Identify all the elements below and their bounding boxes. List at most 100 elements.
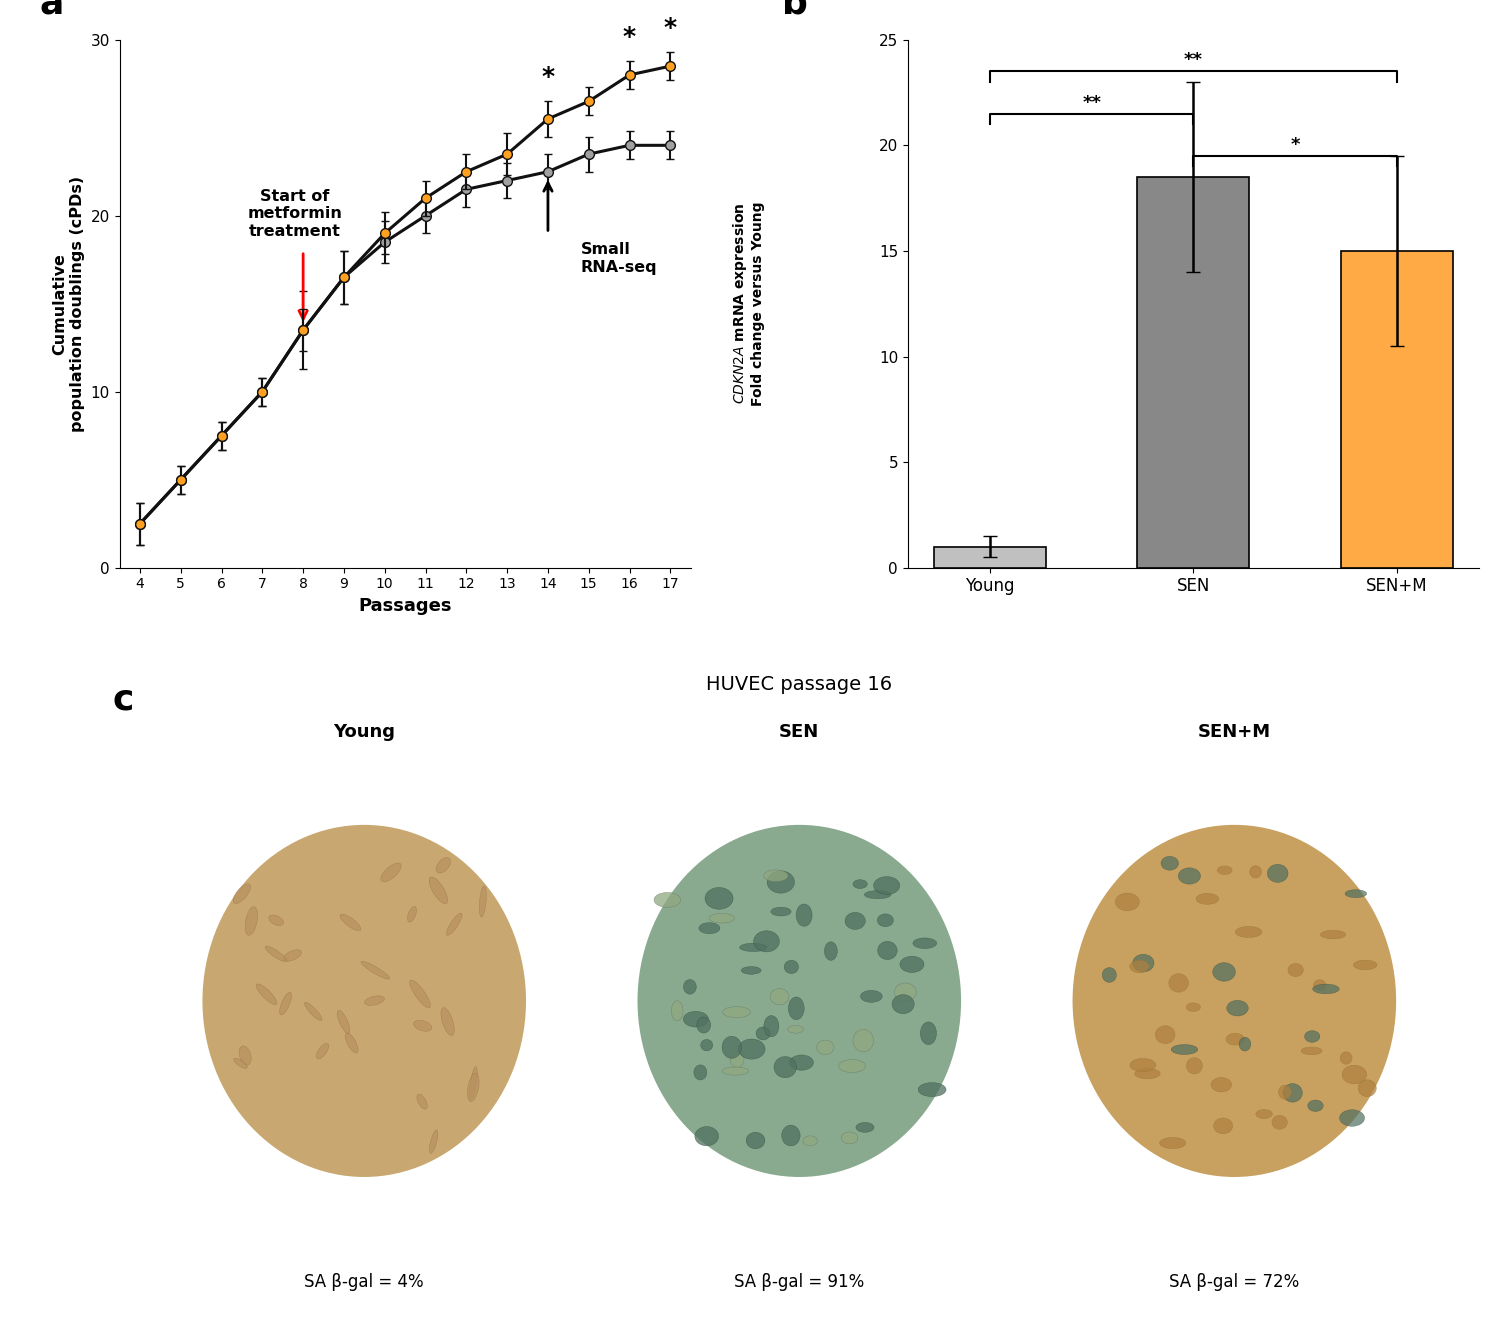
- Ellipse shape: [763, 870, 787, 882]
- Ellipse shape: [414, 1021, 432, 1031]
- Ellipse shape: [1129, 1058, 1156, 1071]
- Ellipse shape: [1342, 1066, 1367, 1084]
- Text: Small
RNA-seq: Small RNA-seq: [581, 242, 657, 274]
- Ellipse shape: [264, 947, 287, 961]
- Ellipse shape: [671, 1001, 683, 1021]
- Ellipse shape: [1271, 1115, 1288, 1129]
- Ellipse shape: [1301, 1047, 1322, 1055]
- Ellipse shape: [695, 1127, 719, 1145]
- Ellipse shape: [683, 1012, 708, 1027]
- Ellipse shape: [1186, 1058, 1203, 1074]
- Ellipse shape: [769, 989, 789, 1005]
- Ellipse shape: [338, 1010, 350, 1034]
- Text: *: *: [1291, 136, 1300, 154]
- Ellipse shape: [1283, 1083, 1303, 1102]
- Ellipse shape: [789, 997, 804, 1019]
- Ellipse shape: [239, 1046, 251, 1064]
- Ellipse shape: [1307, 1100, 1324, 1111]
- Ellipse shape: [203, 825, 526, 1177]
- Ellipse shape: [1313, 980, 1325, 990]
- Text: *: *: [623, 25, 636, 49]
- Ellipse shape: [255, 984, 276, 1005]
- Text: **: **: [1082, 94, 1101, 111]
- Ellipse shape: [1321, 931, 1346, 939]
- Ellipse shape: [1358, 1080, 1376, 1096]
- Ellipse shape: [1197, 894, 1219, 904]
- Bar: [934, 547, 1046, 568]
- Ellipse shape: [468, 1072, 480, 1102]
- Text: a: a: [39, 0, 64, 21]
- Ellipse shape: [1159, 1137, 1186, 1149]
- Ellipse shape: [853, 879, 868, 888]
- Ellipse shape: [317, 1043, 329, 1059]
- Ellipse shape: [865, 891, 890, 899]
- Ellipse shape: [693, 1064, 707, 1080]
- Text: *: *: [663, 16, 677, 40]
- Ellipse shape: [362, 961, 390, 980]
- Ellipse shape: [1186, 1002, 1200, 1012]
- Ellipse shape: [787, 1026, 804, 1033]
- Ellipse shape: [877, 941, 898, 960]
- Ellipse shape: [429, 876, 448, 904]
- Ellipse shape: [341, 914, 362, 931]
- Ellipse shape: [740, 943, 766, 952]
- Ellipse shape: [853, 1029, 874, 1051]
- Ellipse shape: [892, 994, 914, 1014]
- Legend: HUVECs, HUVECs +M: HUVECs, HUVECs +M: [297, 0, 571, 5]
- Bar: [1342, 252, 1454, 568]
- Ellipse shape: [722, 1037, 741, 1058]
- Ellipse shape: [705, 887, 734, 910]
- Ellipse shape: [790, 1055, 814, 1070]
- Ellipse shape: [741, 967, 760, 974]
- Ellipse shape: [1340, 1051, 1352, 1064]
- Ellipse shape: [771, 907, 792, 916]
- X-axis label: Passages: Passages: [359, 597, 451, 614]
- Ellipse shape: [796, 904, 813, 927]
- Ellipse shape: [1249, 866, 1261, 878]
- Ellipse shape: [1340, 1110, 1364, 1127]
- Ellipse shape: [436, 858, 451, 873]
- Ellipse shape: [856, 1123, 874, 1132]
- Ellipse shape: [279, 992, 291, 1016]
- Ellipse shape: [825, 941, 837, 960]
- Ellipse shape: [1132, 955, 1153, 972]
- Ellipse shape: [701, 1039, 713, 1051]
- Text: **: **: [1183, 52, 1203, 69]
- Text: SA β-gal = 91%: SA β-gal = 91%: [734, 1272, 865, 1291]
- Ellipse shape: [1129, 960, 1149, 973]
- Ellipse shape: [838, 1059, 865, 1072]
- Ellipse shape: [1212, 1078, 1231, 1092]
- Ellipse shape: [874, 876, 899, 895]
- Ellipse shape: [1155, 1026, 1174, 1043]
- Ellipse shape: [1256, 1110, 1273, 1119]
- Ellipse shape: [441, 1008, 454, 1035]
- Ellipse shape: [913, 937, 937, 948]
- Ellipse shape: [723, 1006, 750, 1018]
- Ellipse shape: [763, 1016, 778, 1037]
- Ellipse shape: [1236, 927, 1262, 937]
- Ellipse shape: [696, 1017, 711, 1033]
- Ellipse shape: [1213, 963, 1236, 981]
- Ellipse shape: [429, 1129, 438, 1153]
- Text: *: *: [541, 65, 554, 89]
- Ellipse shape: [1267, 865, 1288, 882]
- Ellipse shape: [756, 1027, 771, 1039]
- Ellipse shape: [233, 884, 251, 903]
- Ellipse shape: [722, 1067, 748, 1075]
- Ellipse shape: [480, 886, 487, 918]
- Ellipse shape: [753, 931, 780, 952]
- Ellipse shape: [408, 907, 417, 922]
- Ellipse shape: [381, 863, 402, 882]
- Ellipse shape: [861, 990, 883, 1002]
- Bar: [1137, 177, 1249, 568]
- Text: c: c: [112, 683, 134, 716]
- Ellipse shape: [784, 960, 799, 973]
- Ellipse shape: [774, 1057, 796, 1078]
- Ellipse shape: [920, 1022, 937, 1045]
- Ellipse shape: [899, 956, 923, 973]
- Ellipse shape: [710, 914, 735, 923]
- Text: SA β-gal = 72%: SA β-gal = 72%: [1170, 1272, 1300, 1291]
- Ellipse shape: [1288, 964, 1303, 977]
- Ellipse shape: [683, 980, 696, 994]
- Ellipse shape: [731, 1050, 744, 1067]
